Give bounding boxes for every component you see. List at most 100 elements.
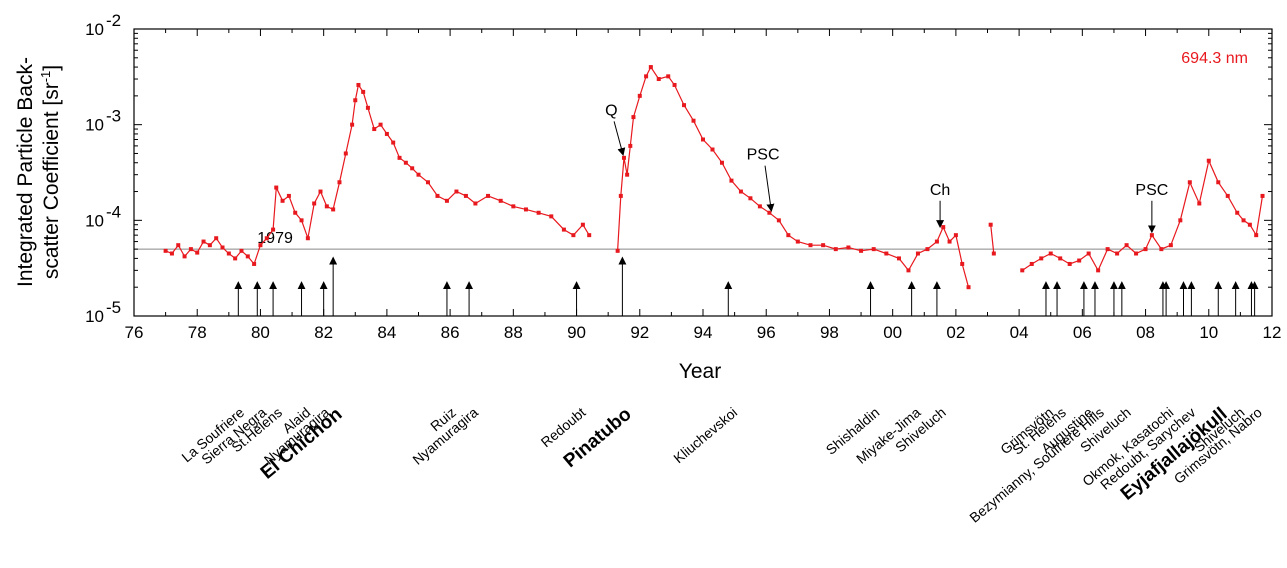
annotation-arrow	[613, 121, 626, 157]
data-point	[757, 204, 762, 209]
data-point	[859, 248, 864, 253]
data-point	[767, 210, 772, 215]
data-point	[220, 245, 225, 250]
data-point	[871, 247, 876, 252]
y-axis-title: Integrated Particle Back-	[14, 57, 37, 287]
annotation-label: Q	[605, 102, 617, 119]
y-tick-label: 10	[85, 307, 104, 326]
x-tick-label: 08	[1136, 323, 1155, 342]
data-point	[356, 82, 361, 87]
data-point	[312, 201, 317, 206]
data-point	[615, 248, 620, 253]
data-point	[337, 180, 342, 185]
data-point	[252, 261, 257, 266]
data-point	[1241, 218, 1246, 223]
y-tick-exponent: -3	[106, 107, 121, 126]
x-tick-label: 90	[567, 323, 586, 342]
data-point	[1124, 243, 1129, 248]
data-point	[915, 251, 920, 256]
data-point	[1159, 247, 1164, 252]
y-axis-title-line2: scatter Coefficient [sr-1]	[38, 65, 63, 279]
eruption-arrows-group	[234, 256, 1259, 316]
data-point	[953, 233, 958, 238]
data-point	[1206, 158, 1211, 163]
data-point	[425, 180, 430, 185]
data-point	[934, 239, 939, 244]
x-tick-label: 94	[694, 323, 713, 342]
data-point	[1086, 251, 1091, 256]
data-point	[776, 218, 781, 223]
data-point	[258, 243, 263, 248]
y-tick-label: 10	[85, 20, 104, 39]
data-point	[795, 239, 800, 244]
x-tick-label: 06	[1073, 323, 1092, 342]
data-point	[925, 247, 930, 252]
y-tick-exponent: -4	[106, 202, 121, 221]
data-point	[691, 118, 696, 123]
x-tick-label: 80	[251, 323, 270, 342]
x-tick-label: 76	[125, 323, 144, 342]
data-point	[991, 251, 996, 256]
data-point	[808, 243, 813, 248]
data-point	[561, 227, 566, 232]
data-point	[523, 207, 528, 212]
x-tick-label: 12	[1263, 323, 1282, 342]
data-point	[245, 254, 250, 259]
data-point	[631, 115, 636, 120]
data-point	[1168, 243, 1173, 248]
data-point	[1197, 201, 1202, 206]
data-point	[182, 254, 187, 259]
data-point	[1254, 233, 1259, 238]
data-point	[318, 189, 323, 194]
data-point	[846, 245, 851, 250]
data-point	[988, 222, 993, 227]
data-point	[1216, 180, 1221, 185]
axes-group: 76 78 80 82 84 86 88 90 92 94 96 98 00 02 04 06 08 10 12 10…	[85, 11, 1281, 342]
plot-frame	[133, 28, 1273, 317]
data-point	[536, 210, 541, 215]
data-point	[378, 122, 383, 127]
data-point	[201, 239, 206, 244]
y-tick-exponent: -2	[106, 11, 121, 30]
data-point	[226, 251, 231, 256]
data-point	[729, 178, 734, 183]
data-point	[299, 218, 304, 223]
data-point	[214, 236, 219, 241]
data-point	[960, 261, 965, 266]
data-point	[264, 236, 269, 241]
data-point	[621, 155, 626, 160]
data-point	[305, 236, 310, 241]
data-point	[176, 243, 181, 248]
data-point	[169, 251, 174, 256]
data-point	[580, 222, 585, 227]
data-point	[454, 189, 459, 194]
data-point	[1178, 218, 1183, 223]
series-line-segment	[1021, 158, 1264, 272]
data-point	[648, 65, 653, 70]
data-point	[1143, 247, 1148, 252]
data-point	[1187, 180, 1192, 185]
x-tick-label: 96	[757, 323, 776, 342]
data-point	[486, 193, 491, 198]
data-point	[587, 233, 592, 238]
data-point	[1247, 222, 1252, 227]
data-point	[821, 243, 826, 248]
data-point	[274, 185, 279, 190]
data-point	[672, 82, 677, 87]
data-point	[1134, 251, 1139, 256]
data-point	[1235, 210, 1240, 215]
data-point	[1067, 261, 1072, 266]
data-point	[163, 248, 168, 253]
series-line-segment	[990, 224, 995, 254]
x-tick-label: 86	[441, 323, 460, 342]
data-point	[941, 225, 946, 230]
x-tick-label: 00	[883, 323, 902, 342]
data-point	[896, 256, 901, 261]
volcano-label: Kliuchevskoi	[670, 404, 740, 466]
x-tick-label: 98	[820, 323, 839, 342]
data-point	[738, 189, 743, 194]
x-tick-label: 02	[946, 323, 965, 342]
series-line-segment	[165, 83, 590, 266]
data-point	[666, 74, 671, 79]
